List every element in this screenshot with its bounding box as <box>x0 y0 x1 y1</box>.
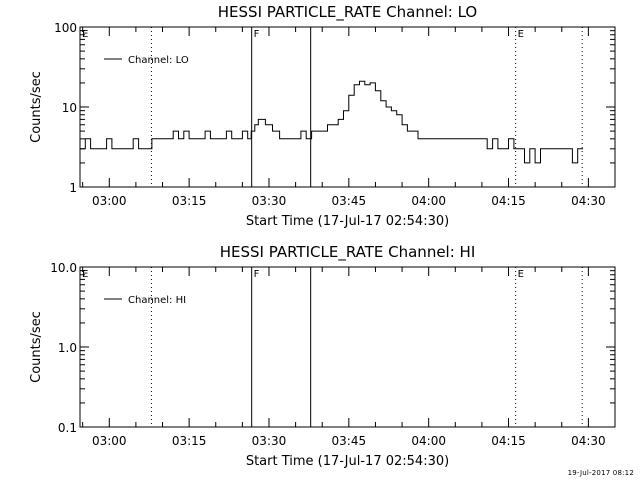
x-tick-label: 04:15 <box>491 194 526 208</box>
event-marker-label: E <box>82 29 88 40</box>
x-tick-label: 04:15 <box>491 434 526 448</box>
x-tick-label: 03:30 <box>252 194 287 208</box>
series-line <box>80 80 584 164</box>
x-tick-label: 03:30 <box>252 434 287 448</box>
chart-title: HESSI PARTICLE_RATE Channel: LO <box>218 3 477 22</box>
event-marker-label: F <box>254 269 260 280</box>
footer-timestamp: 19-Jul-2017 08:12 <box>567 469 634 477</box>
x-tick-label: 03:00 <box>92 434 127 448</box>
plot-frame <box>79 266 616 428</box>
y-tick-label: 1 <box>69 181 77 195</box>
x-tick-label: 04:00 <box>411 194 446 208</box>
x-tick-label: 03:45 <box>332 434 367 448</box>
event-marker-label: E <box>518 269 524 280</box>
x-tick-label: 04:30 <box>571 194 606 208</box>
legend-label: Channel: LO <box>128 55 189 66</box>
x-tick-label: 04:00 <box>411 434 446 448</box>
y-tick-label: 10 <box>62 101 77 115</box>
y-axis-label: Counts/sec <box>29 311 44 383</box>
x-tick-label: 03:00 <box>92 194 127 208</box>
y-tick-label: 0.1 <box>58 421 77 435</box>
event-marker-label: E <box>82 269 88 280</box>
x-tick-label: 03:45 <box>332 194 367 208</box>
event-marker-label: F <box>254 29 260 40</box>
y-tick-label: 100 <box>54 21 77 35</box>
y-tick-label: 1.0 <box>58 341 77 355</box>
x-axis-label: Start Time (17-Jul-17 02:54:30) <box>246 214 449 229</box>
x-tick-label: 03:15 <box>172 194 207 208</box>
event-marker-label: E <box>518 29 524 40</box>
x-tick-label: 04:30 <box>571 434 606 448</box>
y-axis-label: Counts/sec <box>29 71 44 143</box>
legend-label: Channel: HI <box>128 295 186 306</box>
x-axis-label: Start Time (17-Jul-17 02:54:30) <box>246 454 449 469</box>
x-tick-label: 03:15 <box>172 434 207 448</box>
chart-title: HESSI PARTICLE_RATE Channel: HI <box>220 243 476 262</box>
y-tick-label: 10.0 <box>50 261 77 275</box>
